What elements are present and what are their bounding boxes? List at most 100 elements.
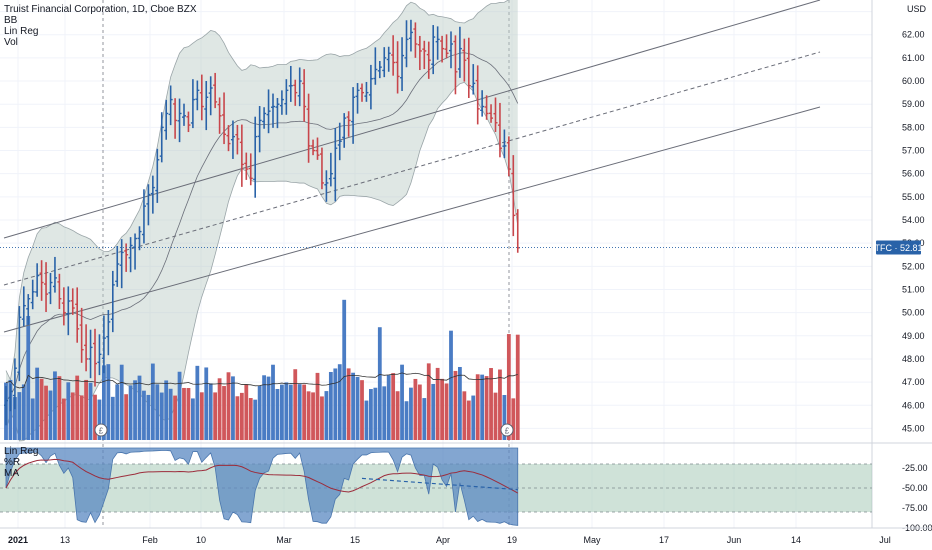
time-tick-label: 2021 — [8, 535, 28, 545]
ohlc-bar — [315, 137, 320, 160]
ohlc-bar — [84, 324, 89, 372]
price-tag-label: TFC · 52.81 — [874, 243, 922, 253]
time-tick-label: Feb — [142, 535, 158, 545]
volume-bar — [466, 400, 471, 440]
ohlc-bar — [61, 287, 66, 326]
volume-bar — [119, 364, 124, 440]
time-tick-label: Jul — [879, 535, 891, 545]
volume-bar — [435, 367, 440, 440]
volume-bar — [449, 330, 453, 440]
ohlc-bar — [395, 41, 400, 94]
time-tick-label: Apr — [436, 535, 450, 545]
ohlc-bar — [297, 67, 302, 107]
volume-bar — [342, 299, 347, 440]
legend-linreg[interactable]: Lin Reg — [4, 26, 39, 37]
volume-bar — [204, 367, 209, 440]
time-tick-label: 17 — [659, 535, 669, 545]
price-tick-label: 62.00 — [902, 30, 925, 40]
price-tick-label: 49.00 — [902, 331, 925, 341]
volume-bar — [280, 384, 284, 440]
volume-bar — [146, 394, 151, 440]
volume-bar — [222, 386, 226, 440]
volume-bar — [155, 384, 160, 440]
time-tick-label: Jun — [727, 535, 742, 545]
time-tick-label: 10 — [196, 535, 206, 545]
volume-bar — [422, 398, 427, 440]
volume-bar — [404, 401, 409, 440]
ohlc-bar — [288, 65, 293, 102]
ohlc-bar — [319, 147, 324, 190]
ohlc-bar — [12, 358, 17, 410]
legend-vol[interactable]: Vol — [4, 37, 18, 48]
volume-bar — [195, 365, 200, 440]
ohlc-bar — [453, 35, 458, 95]
volume-bar — [44, 385, 48, 440]
ohlc-bar — [124, 243, 129, 272]
earnings-marker: £ — [94, 423, 108, 437]
ohlc-bar — [449, 31, 453, 69]
volume-bar — [297, 384, 302, 440]
legend-bb[interactable]: BB — [4, 15, 18, 26]
volume-bar — [458, 366, 462, 440]
oscillator-pane: -25.00-50.00-75.00-100.00 — [0, 442, 932, 533]
volume-bar — [97, 399, 102, 440]
ohlc-bar — [70, 288, 75, 315]
volume-bar — [115, 384, 120, 440]
volume-ma — [5, 372, 518, 389]
bb-upper — [5, 0, 509, 382]
osc-tick-label: -50.00 — [902, 483, 928, 493]
volume-bar — [182, 387, 186, 440]
ohlc-bar — [204, 80, 209, 131]
ohlc-bar — [431, 25, 436, 75]
volume-bar — [475, 374, 480, 440]
volume-bar — [320, 396, 324, 440]
price-tag-box — [876, 240, 921, 255]
price-tick-label: 52.00 — [902, 261, 925, 271]
volume-bar — [293, 369, 298, 440]
volume-bar — [302, 384, 307, 440]
legend-bottom: Lin Reg %R MA — [4, 446, 38, 479]
ohlc-bar — [128, 237, 133, 273]
volume-bar — [315, 372, 320, 440]
volume-bar — [506, 334, 511, 440]
volume-bar — [262, 375, 266, 440]
ohlc-bar — [279, 90, 284, 115]
ohlc-bar — [213, 72, 218, 109]
ohlc-bar — [342, 113, 347, 148]
volume-bar — [480, 374, 485, 440]
ohlc-bar — [368, 64, 373, 110]
legend-osc-linreg[interactable]: Lin Reg — [4, 446, 39, 457]
volume-bar — [346, 368, 351, 440]
legend-osc-pctr[interactable]: %R — [4, 457, 21, 468]
volume-bar — [498, 369, 502, 440]
ohlc-bar — [306, 93, 311, 163]
legend-osc-ma[interactable]: MA — [4, 468, 19, 479]
ohlc-bar — [101, 315, 106, 374]
ohlc-bar — [26, 294, 31, 325]
volume-bar — [444, 383, 449, 440]
ohlc-bar — [364, 81, 369, 102]
volume-bar — [17, 392, 22, 440]
volume-bar — [13, 397, 17, 440]
volume-bar — [288, 384, 293, 440]
ohlc-bar — [150, 175, 155, 214]
volume-bar — [177, 371, 182, 440]
ohlc-bar — [173, 98, 178, 139]
ohlc-bar — [133, 233, 138, 270]
volume-bar — [248, 398, 253, 440]
volume-bar — [400, 364, 404, 440]
time-axis: 2021 13 Feb 10 Mar 15 Apr 19 May 17 Jun 14 Jul — [0, 527, 932, 545]
ohlc-bar — [382, 47, 387, 78]
ohlc-bar — [400, 37, 405, 91]
ohlc-bar — [35, 263, 40, 297]
channel-upper — [3, 0, 821, 239]
osc-tick-label: -25.00 — [902, 463, 928, 473]
volume-bar — [133, 380, 137, 440]
ohlc-bar — [457, 26, 462, 78]
volume-bar — [373, 387, 378, 440]
ohlc-bar — [471, 64, 476, 95]
volume-bar — [61, 398, 66, 440]
ohlc-bar — [257, 106, 262, 153]
ohlc-bar — [21, 286, 26, 327]
